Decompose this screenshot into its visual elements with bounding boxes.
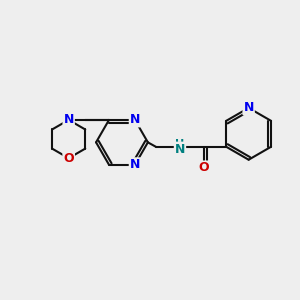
Text: N: N — [130, 113, 140, 126]
Text: N: N — [130, 158, 140, 171]
Text: N: N — [244, 101, 254, 114]
Text: O: O — [63, 152, 74, 165]
Text: N: N — [64, 113, 74, 126]
Text: O: O — [199, 161, 209, 175]
Text: N: N — [175, 142, 185, 156]
Text: H: H — [175, 140, 184, 149]
